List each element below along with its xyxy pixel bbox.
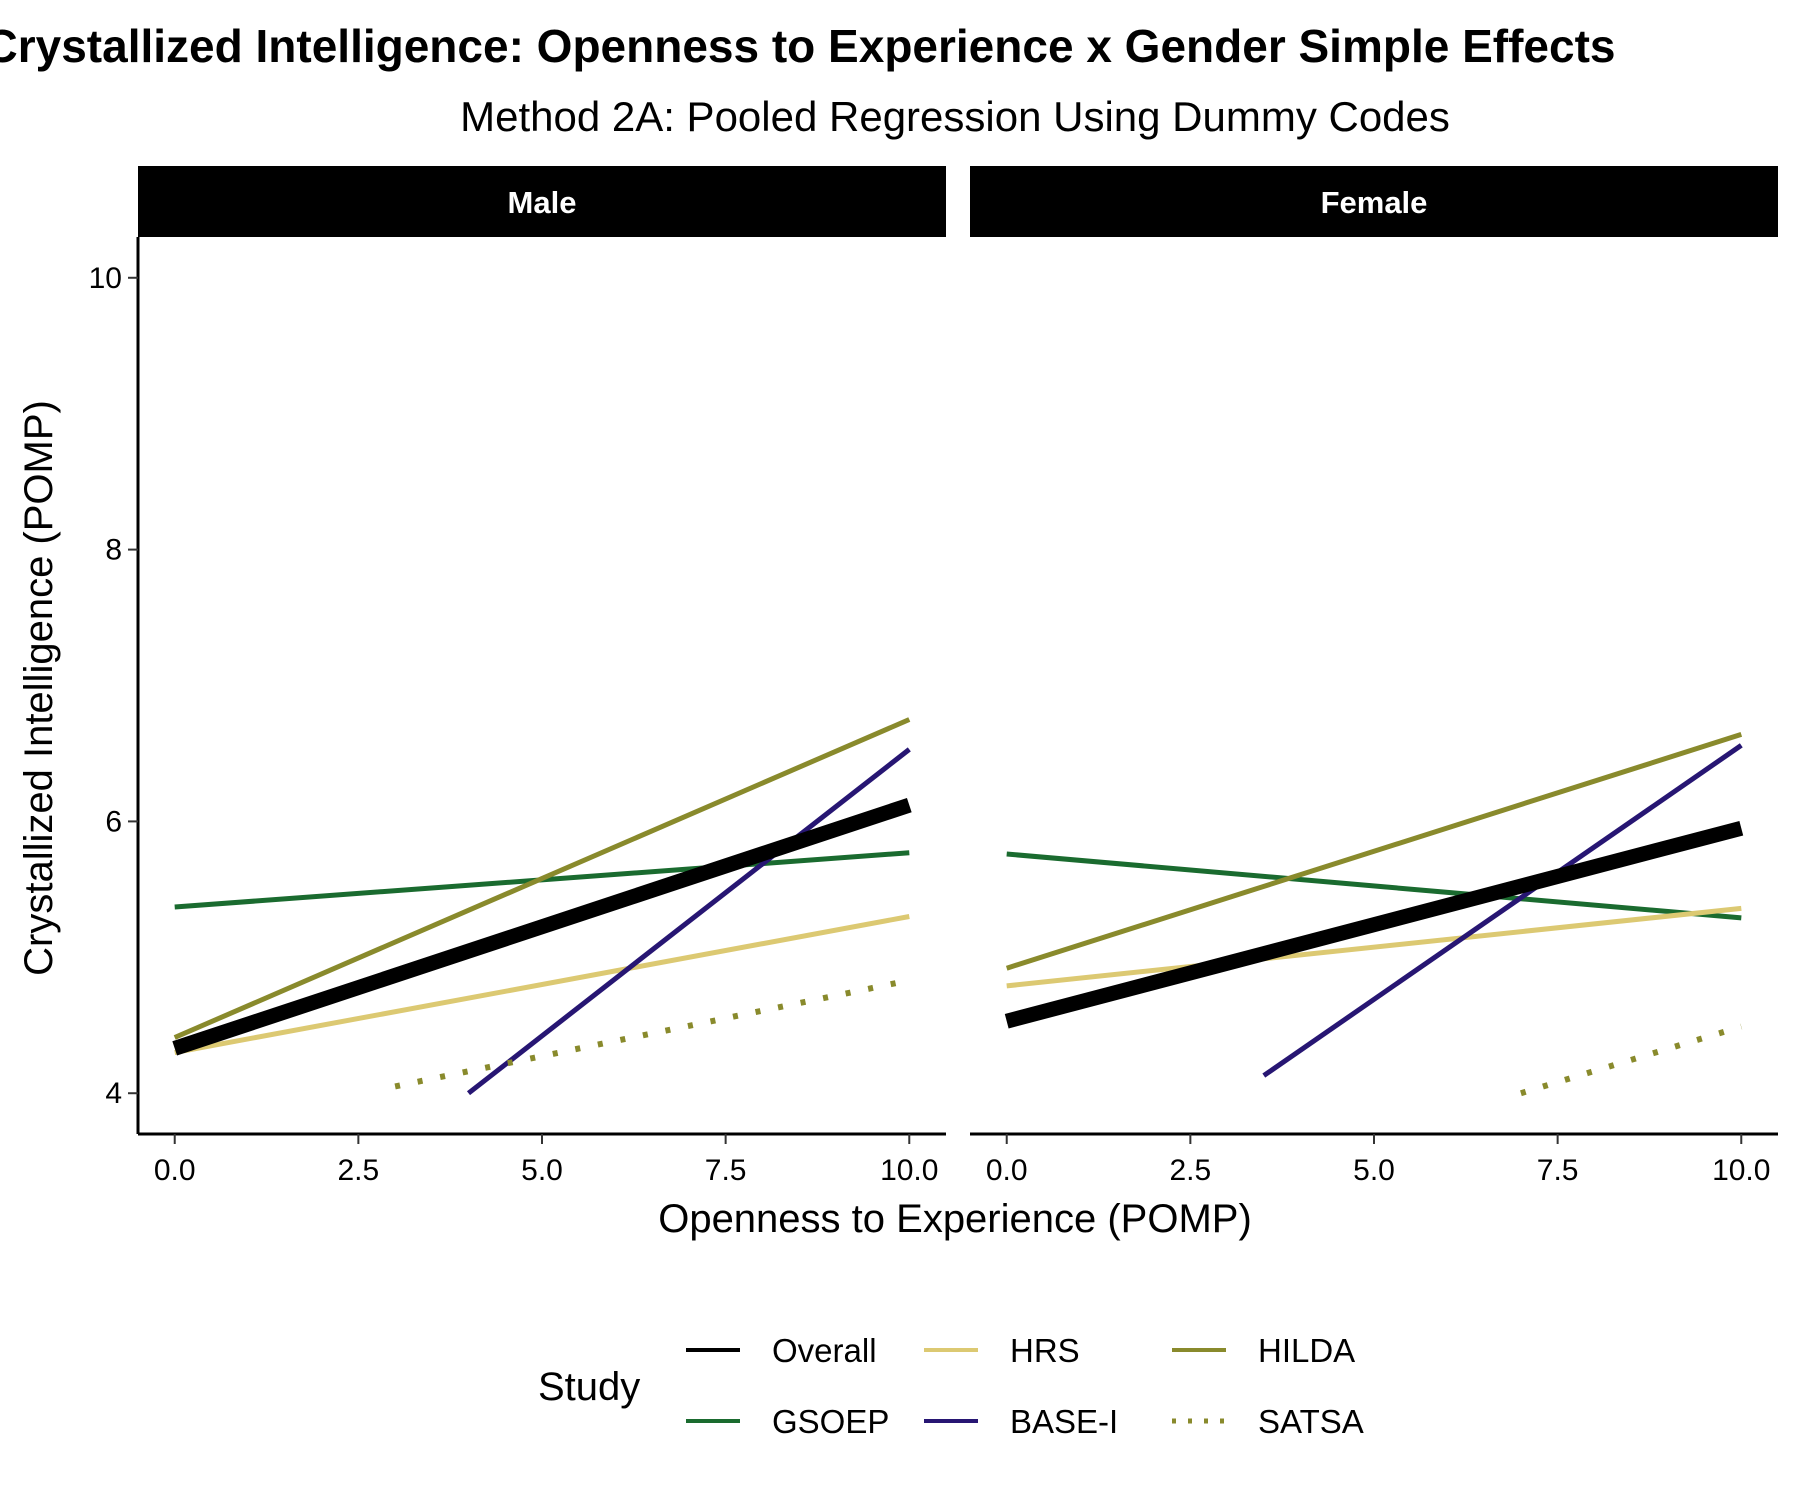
series-line-overall bbox=[1004, 820, 1744, 1029]
legend: Study Overall GSOEP HRS BASE-I HILDA SATSA bbox=[538, 1332, 1364, 1440]
series-line-gsoep bbox=[1006, 851, 1742, 921]
y-tick-label: 8 bbox=[105, 534, 122, 567]
chart-title: Crystallized Intelligence: Openness to E… bbox=[0, 20, 1615, 72]
series-line-satsa bbox=[1520, 1023, 1743, 1097]
series-line-base-i bbox=[466, 747, 911, 1096]
x-tick-label: 7.5 bbox=[705, 1154, 747, 1187]
legend-label-gsoep: GSOEP bbox=[772, 1403, 889, 1440]
legend-label-base-i: BASE-I bbox=[1010, 1403, 1118, 1440]
x-tick-label: 7.5 bbox=[1537, 1154, 1579, 1187]
y-axis-title: Crystallized Intelligence (POMP) bbox=[17, 400, 61, 976]
x-tick-label: 0.0 bbox=[986, 1154, 1028, 1187]
legend-label-overall: Overall bbox=[772, 1332, 877, 1369]
legend-label-hrs: HRS bbox=[1010, 1332, 1080, 1369]
series-line-hrs bbox=[1006, 905, 1742, 989]
legend-label-satsa: SATSA bbox=[1258, 1403, 1364, 1440]
legend-item-hilda: HILDA bbox=[1172, 1332, 1355, 1369]
facet-strip-label: Female bbox=[1321, 185, 1428, 220]
legend-item-gsoep: GSOEP bbox=[686, 1403, 889, 1440]
panel-male: Male 0.0 2.5 5.0 7.5 10.0 4 6 8 10 bbox=[89, 166, 946, 1187]
legend-title: Study bbox=[538, 1365, 640, 1409]
series-line-satsa bbox=[394, 977, 910, 1090]
legend-item-hrs: HRS bbox=[924, 1332, 1080, 1369]
series-line-hrs bbox=[174, 914, 910, 1055]
x-tick-label: 10.0 bbox=[1712, 1154, 1770, 1187]
legend-label-hilda: HILDA bbox=[1258, 1332, 1355, 1369]
panels-layer: Male 0.0 2.5 5.0 7.5 10.0 4 6 8 10 Female 0.0 2.5 5.0… bbox=[89, 166, 1778, 1187]
x-tick-label: 2.5 bbox=[1170, 1154, 1212, 1187]
x-tick-label: 10.0 bbox=[880, 1154, 938, 1187]
x-tick-label: 0.0 bbox=[154, 1154, 196, 1187]
x-axis-title: Openness to Experience (POMP) bbox=[658, 1197, 1252, 1241]
series-line-overall bbox=[172, 797, 912, 1056]
y-tick-label: 4 bbox=[105, 1077, 122, 1110]
legend-item-overall: Overall bbox=[686, 1332, 877, 1369]
facet-strip bbox=[970, 166, 1778, 237]
y-tick-label: 6 bbox=[105, 805, 122, 838]
facet-strip-label: Male bbox=[508, 185, 577, 220]
legend-item-satsa: SATSA bbox=[1172, 1403, 1364, 1440]
x-tick-label: 5.0 bbox=[1353, 1154, 1395, 1187]
chart-subtitle: Method 2A: Pooled Regression Using Dummy… bbox=[460, 93, 1450, 140]
panel-female: Female 0.0 2.5 5.0 7.5 10.0 bbox=[970, 166, 1778, 1187]
series-line-hilda bbox=[173, 717, 911, 1040]
x-tick-label: 2.5 bbox=[338, 1154, 380, 1187]
x-tick-label: 5.0 bbox=[521, 1154, 563, 1187]
series-line-base-i bbox=[1262, 743, 1743, 1078]
legend-item-base-i: BASE-I bbox=[924, 1403, 1118, 1440]
series-line-hilda bbox=[1005, 732, 1743, 971]
y-tick-label: 10 bbox=[89, 262, 122, 295]
facet-strip bbox=[138, 166, 946, 237]
